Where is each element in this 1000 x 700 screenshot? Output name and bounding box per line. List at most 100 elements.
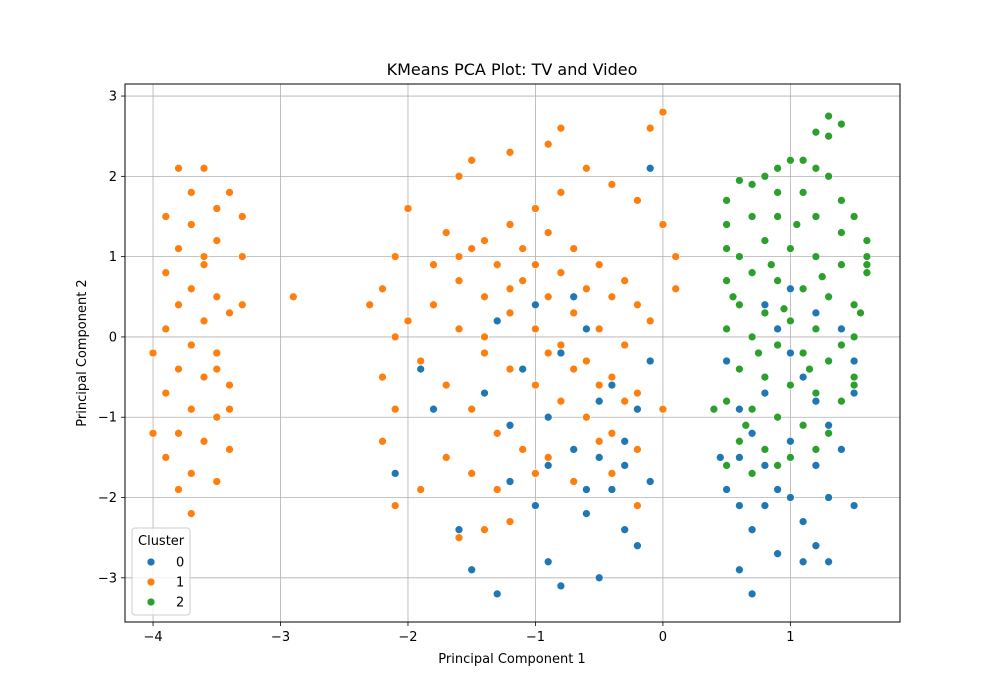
scatter-point-cluster-1	[505, 364, 515, 374]
scatter-point-cluster-2	[773, 212, 782, 221]
scatter-point-cluster-1	[454, 252, 464, 261]
scatter-point-cluster-0	[594, 453, 604, 462]
scatter-point-cluster-1	[454, 533, 464, 543]
x-tick-label: −2	[398, 630, 417, 645]
scatter-point-cluster-1	[378, 284, 387, 294]
legend-marker-2	[146, 597, 156, 607]
scatter-point-cluster-1	[416, 485, 426, 494]
scatter-point-cluster-2	[811, 163, 821, 173]
scatter-point-cluster-2	[837, 340, 846, 350]
scatter-point-cluster-1	[467, 155, 477, 165]
scatter-point-cluster-0	[467, 565, 477, 575]
scatter-point-cluster-0	[824, 420, 833, 430]
scatter-point-cluster-1	[467, 469, 477, 478]
scatter-point-cluster-1	[633, 445, 642, 454]
scatter-point-cluster-1	[237, 300, 247, 310]
scatter-point-cluster-2	[811, 388, 821, 398]
scatter-point-cluster-1	[186, 404, 196, 414]
scatter-point-cluster-1	[186, 509, 196, 518]
scatter-point-cluster-1	[161, 388, 171, 398]
scatter-point-cluster-0	[633, 541, 642, 551]
scatter-point-cluster-1	[671, 252, 681, 261]
scatter-point-cluster-1	[212, 477, 222, 486]
scatter-point-cluster-1	[633, 300, 642, 310]
scatter-point-cluster-1	[492, 260, 502, 270]
scatter-point-cluster-1	[480, 525, 489, 535]
scatter-point-cluster-1	[186, 469, 196, 478]
y-tick-label: 0	[109, 330, 117, 345]
scatter-point-cluster-2	[837, 228, 846, 237]
scatter-point-cluster-1	[237, 212, 247, 221]
scatter-point-cluster-0	[556, 581, 566, 591]
scatter-point-cluster-1	[174, 163, 183, 173]
scatter-point-cluster-2	[754, 348, 763, 358]
scatter-point-cluster-1	[199, 163, 209, 173]
scatter-point-cluster-1	[454, 276, 464, 286]
scatter-point-cluster-1	[161, 324, 171, 334]
scatter-point-cluster-2	[811, 127, 821, 137]
scatter-point-cluster-0	[620, 525, 630, 535]
scatter-point-cluster-2	[824, 292, 833, 302]
scatter-point-cluster-1	[620, 396, 630, 406]
scatter-point-cluster-1	[633, 388, 642, 398]
y-tick-label: 3	[109, 90, 117, 105]
scatter-point-cluster-2	[849, 372, 859, 382]
scatter-point-cluster-0	[773, 549, 782, 559]
scatter-point-cluster-1	[620, 276, 630, 286]
scatter-point-cluster-2	[798, 155, 808, 165]
scatter-point-cluster-1	[658, 107, 668, 117]
scatter-point-cluster-1	[633, 196, 642, 205]
scatter-point-cluster-2	[798, 284, 808, 294]
scatter-point-cluster-0	[735, 565, 744, 575]
scatter-point-cluster-2	[786, 155, 795, 165]
scatter-point-cluster-2	[766, 260, 776, 270]
scatter-point-cluster-0	[760, 461, 770, 470]
scatter-point-cluster-0	[569, 445, 579, 454]
scatter-point-cluster-1	[594, 324, 604, 334]
legend-label-0: 0	[176, 556, 184, 571]
scatter-point-cluster-2	[824, 356, 833, 366]
scatter-point-cluster-1	[225, 380, 234, 390]
scatter-point-cluster-2	[735, 176, 744, 185]
scatter-point-cluster-0	[722, 485, 731, 494]
scatter-point-cluster-1	[607, 469, 617, 478]
scatter-point-cluster-0	[798, 372, 808, 382]
scatter-point-cluster-0	[837, 445, 846, 454]
scatter-point-cluster-2	[811, 324, 821, 334]
scatter-point-cluster-1	[212, 412, 222, 422]
grid	[125, 84, 900, 622]
scatter-point-cluster-2	[824, 171, 833, 181]
scatter-point-cluster-1	[199, 436, 209, 446]
scatter-point-cluster-0	[645, 356, 655, 366]
scatter-point-cluster-2	[837, 396, 846, 406]
scatter-point-cluster-2	[773, 188, 782, 197]
scatter-point-cluster-1	[645, 123, 655, 133]
scatter-point-cluster-2	[773, 276, 782, 286]
scatter-point-cluster-2	[786, 316, 795, 326]
scatter-point-cluster-1	[390, 332, 400, 342]
scatter-point-cluster-2	[722, 220, 731, 229]
scatter-point-cluster-1	[480, 332, 489, 342]
scatter-point-cluster-1	[556, 188, 566, 197]
scatter-point-cluster-2	[786, 244, 795, 253]
scatter-point-cluster-1	[671, 284, 681, 294]
scatter-point-cluster-1	[480, 236, 489, 245]
scatter-point-cluster-2	[798, 348, 808, 358]
scatter-point-cluster-1	[441, 380, 451, 390]
scatter-point-cluster-0	[543, 557, 553, 567]
scatter-point-cluster-0	[620, 436, 630, 446]
scatter-point-cluster-2	[849, 332, 859, 342]
scatter-point-cluster-0	[416, 364, 426, 374]
scatter-point-cluster-2	[817, 272, 827, 282]
scatter-point-cluster-1	[467, 244, 477, 253]
scatter-point-cluster-0	[531, 300, 540, 310]
scatter-point-cluster-2	[773, 461, 782, 470]
x-tick-label: −3	[271, 630, 290, 645]
scatter-point-cluster-1	[543, 453, 553, 462]
scatter-point-cluster-1	[378, 436, 387, 446]
y-axis-label: Principal Component 2	[75, 279, 90, 426]
scatter-point-cluster-1	[467, 404, 477, 414]
scatter-point-cluster-1	[174, 485, 183, 494]
scatter-point-cluster-1	[186, 188, 196, 197]
